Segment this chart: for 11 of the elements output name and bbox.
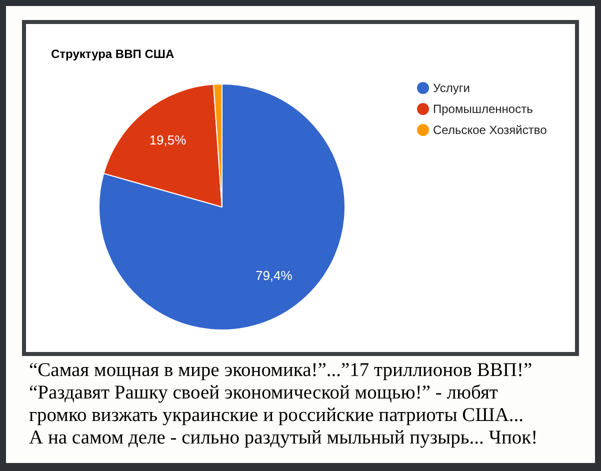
data-label: 19,5% xyxy=(149,132,187,148)
legend-label: Сельское Хозяйство xyxy=(433,123,548,138)
text: “Раздавят Рашку своей экономической мощью!” - любят xyxy=(29,382,498,404)
text: А на самом деле - сильно раздутый мыльный пузырь... Чпок! xyxy=(29,428,538,448)
data-label: 79,4% xyxy=(255,268,293,284)
chart-title: Структура ВВП США xyxy=(51,47,174,61)
legend-label: Промышленность xyxy=(433,102,533,116)
text: “Самая мощная в мире экономика!”...”17 триллионов ВВП!” xyxy=(29,360,532,381)
pie-slice xyxy=(98,84,346,330)
legend-label: Услуги xyxy=(433,81,470,96)
text: громко визжать украинские и российские патриоты США... xyxy=(29,405,524,426)
